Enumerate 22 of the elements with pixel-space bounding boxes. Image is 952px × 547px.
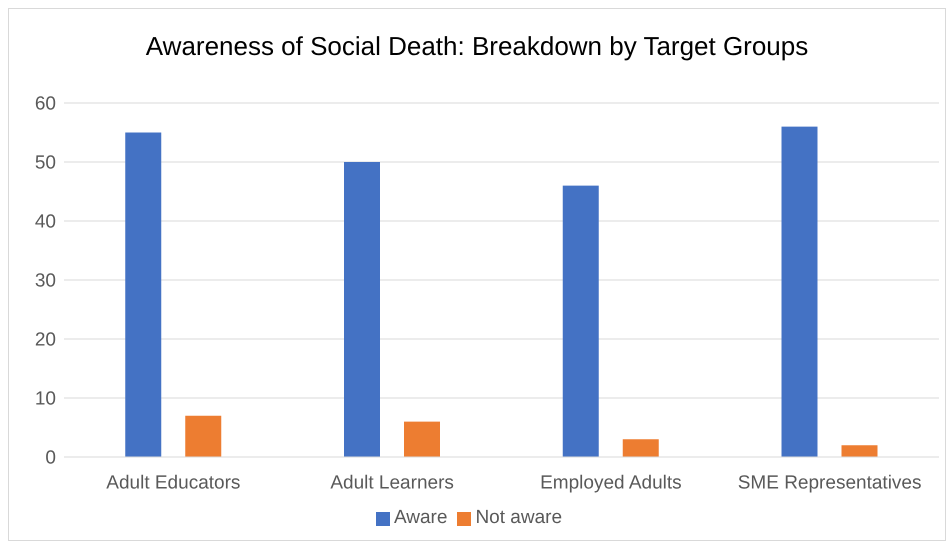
bar — [344, 162, 380, 457]
bar — [185, 416, 222, 457]
x-tick-label: Adult Educators — [106, 472, 240, 494]
bar — [404, 422, 440, 457]
legend-label: Aware — [394, 507, 448, 528]
legend-label: Not aware — [475, 507, 562, 528]
bar — [782, 126, 818, 457]
y-tick-label: 60 — [34, 94, 56, 115]
bar — [562, 186, 599, 457]
x-tick-label: Employed Adults — [540, 472, 682, 494]
bar — [842, 445, 878, 457]
y-tick-label: 50 — [34, 152, 56, 174]
y-tick-label: 20 — [34, 330, 56, 351]
y-tick-label: 0 — [45, 448, 56, 469]
x-tick-label: SME Representatives — [738, 472, 922, 494]
bar — [125, 132, 162, 457]
chart-title: Awareness of Social Death: Breakdown by Target Groups — [144, 31, 810, 62]
y-tick-label: 30 — [34, 270, 56, 292]
y-tick-label: 40 — [34, 212, 56, 233]
x-tick-label: Adult Learners — [330, 472, 454, 494]
y-tick-label: 10 — [34, 388, 56, 410]
bar — [622, 439, 659, 457]
